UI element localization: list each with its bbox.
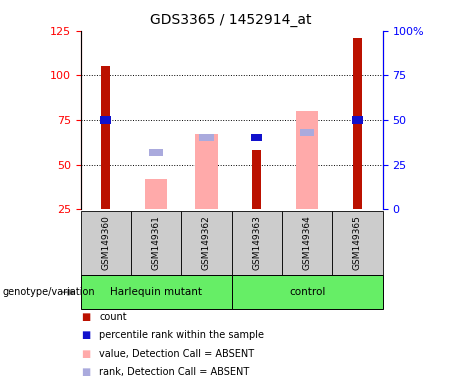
Bar bbox=[100, 116, 112, 124]
Text: Harlequin mutant: Harlequin mutant bbox=[110, 287, 202, 297]
Text: ■: ■ bbox=[81, 349, 90, 359]
Bar bbox=[300, 129, 314, 136]
Text: GSM149363: GSM149363 bbox=[252, 215, 261, 270]
Bar bbox=[353, 38, 362, 209]
Text: GSM149365: GSM149365 bbox=[353, 215, 362, 270]
Text: percentile rank within the sample: percentile rank within the sample bbox=[99, 330, 264, 340]
Bar bbox=[200, 134, 213, 141]
Bar bbox=[296, 111, 319, 209]
Text: GSM149364: GSM149364 bbox=[302, 215, 312, 270]
Bar bbox=[252, 151, 261, 209]
Text: ■: ■ bbox=[81, 312, 90, 322]
Text: GSM149360: GSM149360 bbox=[101, 215, 110, 270]
Bar bbox=[251, 134, 262, 141]
Text: genotype/variation: genotype/variation bbox=[2, 287, 95, 297]
Text: control: control bbox=[289, 287, 325, 297]
Text: count: count bbox=[99, 312, 127, 322]
Bar bbox=[145, 179, 167, 209]
Text: ■: ■ bbox=[81, 330, 90, 340]
Text: GSM149361: GSM149361 bbox=[152, 215, 161, 270]
Text: GDS3365 / 1452914_at: GDS3365 / 1452914_at bbox=[150, 13, 311, 27]
Bar bbox=[195, 134, 218, 209]
Bar bbox=[149, 149, 163, 156]
Bar bbox=[352, 116, 363, 124]
Text: rank, Detection Call = ABSENT: rank, Detection Call = ABSENT bbox=[99, 367, 249, 377]
Text: ■: ■ bbox=[81, 367, 90, 377]
Bar bbox=[101, 66, 110, 209]
Text: value, Detection Call = ABSENT: value, Detection Call = ABSENT bbox=[99, 349, 254, 359]
Text: GSM149362: GSM149362 bbox=[202, 215, 211, 270]
